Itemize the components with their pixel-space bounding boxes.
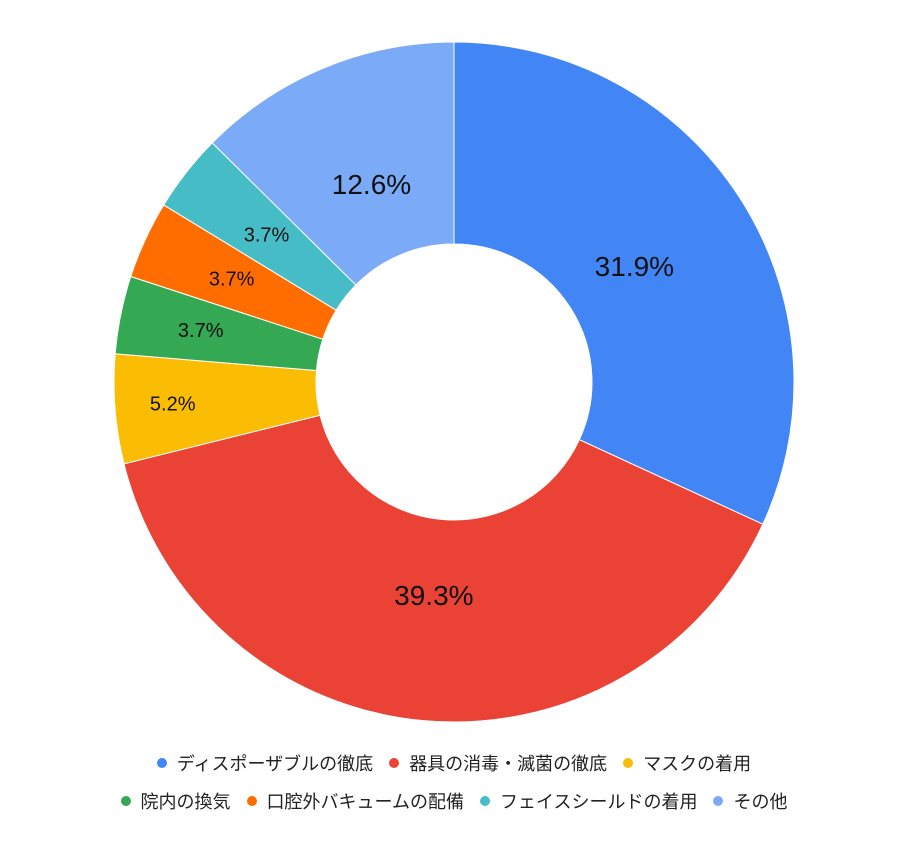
legend-dot-icon [713, 796, 724, 806]
legend-item-2[interactable]: マスクの着用 [623, 750, 751, 776]
legend-label: 器具の消毒・滅菌の徹底 [409, 754, 608, 775]
legend-label: フェイスシールドの着用 [500, 792, 698, 813]
slice-label-0: 31.9% [595, 251, 674, 282]
legend-item-1[interactable]: 器具の消毒・滅菌の徹底 [389, 750, 607, 776]
slice-label-6: 12.6% [332, 169, 411, 200]
legend-item-3[interactable]: 院内の換気 [120, 788, 231, 814]
legend-item-6[interactable]: その他 [713, 788, 787, 814]
pie-slice-0 [453, 41, 795, 525]
legend-dot-icon [389, 758, 400, 768]
legend-row-0: ディスポーザブルの徹底 器具の消毒・滅菌の徹底 マスクの着用 [149, 744, 759, 782]
slice-label-1: 39.3% [394, 580, 473, 611]
chart-legend: ディスポーザブルの徹底 器具の消毒・滅菌の徹底 マスクの着用院内の換気 口腔外バキュー… [0, 744, 908, 820]
legend-label: マスクの着用 [643, 754, 752, 775]
legend-dot-icon [480, 796, 490, 806]
legend-dot-icon [623, 758, 634, 768]
slice-label-5: 3.7% [244, 224, 290, 246]
legend-label: その他 [733, 792, 788, 813]
legend-item-5[interactable]: フェイスシールドの着用 [480, 788, 697, 814]
pie-slice-6 [211, 41, 455, 286]
legend-label: ディスポーザブルの徹底 [176, 754, 374, 775]
legend-dot-icon [120, 796, 131, 806]
slice-label-4: 3.7% [209, 269, 255, 291]
slice-label-2: 5.2% [150, 394, 196, 416]
legend-row-1: 院内の換気 口腔外バキュームの配備 フェイスシールドの着用 その他 [113, 782, 796, 820]
legend-label: 院内の換気 [140, 792, 231, 813]
legend-dot-icon [156, 758, 167, 768]
legend-dot-icon [246, 796, 257, 806]
legend-item-0[interactable]: ディスポーザブルの徹底 [156, 750, 374, 776]
legend-label: 口腔外バキュームの配備 [266, 792, 464, 813]
legend-item-4[interactable]: 口腔外バキュームの配備 [246, 788, 464, 814]
pie-slice-1 [123, 414, 764, 723]
slice-label-3: 3.7% [178, 320, 224, 342]
